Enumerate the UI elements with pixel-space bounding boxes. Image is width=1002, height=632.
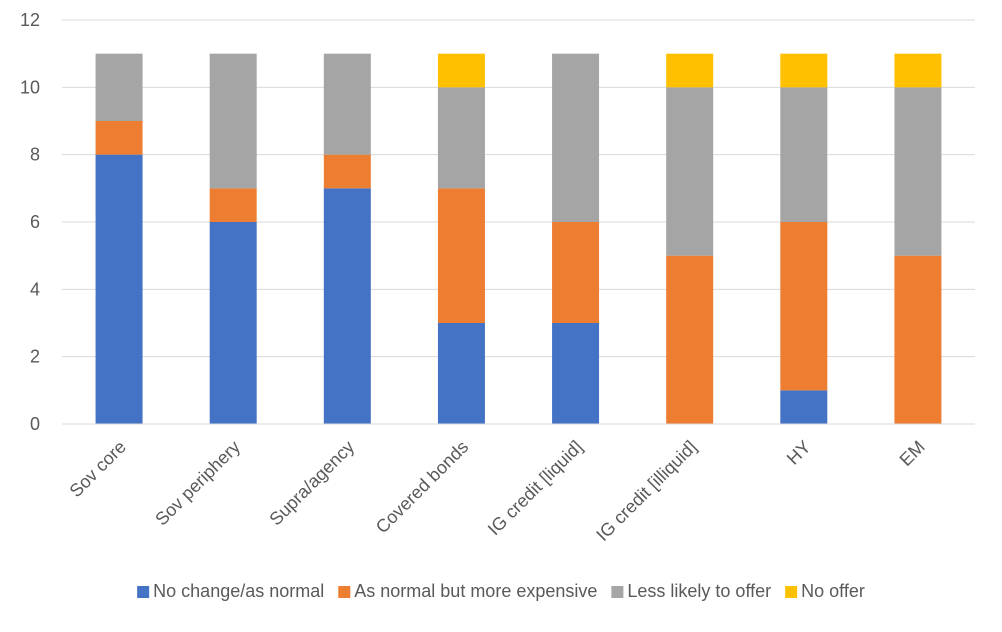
- bar-segment: [437, 323, 485, 424]
- y-tick-label: 4: [30, 279, 40, 299]
- y-tick-label: 6: [30, 212, 40, 232]
- legend-swatch: [785, 586, 798, 598]
- x-category-label: HY: [783, 437, 815, 469]
- bar-segment: [95, 53, 143, 121]
- legend-item: Less likely to offer: [611, 581, 771, 601]
- bar-segment: [552, 323, 600, 424]
- bar-segment: [666, 53, 714, 88]
- y-tick-label: 0: [30, 414, 40, 434]
- x-category-label: Sov core: [66, 437, 130, 501]
- x-category-label: Supra/agency: [265, 437, 358, 530]
- bar-segment: [209, 188, 257, 222]
- legend-item: No change/as normal: [137, 581, 324, 601]
- bars: [95, 53, 942, 424]
- y-tick-label: 8: [30, 145, 40, 165]
- legend: No change/as normal As normal but more ex…: [137, 581, 865, 601]
- bar-segment: [437, 53, 485, 88]
- x-category-label: IG credit [illiquid]: [592, 437, 700, 545]
- bar-segment: [780, 53, 828, 88]
- legend-swatch: [338, 586, 351, 598]
- bar-segment: [323, 188, 371, 424]
- gridlines: [62, 19, 975, 358]
- legend-item: As normal but more expensive: [338, 581, 597, 601]
- bar-segment: [894, 87, 942, 256]
- y-tick-label: 2: [30, 347, 40, 367]
- bar-segment: [552, 53, 600, 222]
- bar-segment: [209, 222, 257, 424]
- bar-segment: [437, 188, 485, 323]
- bar-segment: [95, 121, 143, 155]
- legend-label: Less likely to offer: [627, 581, 771, 601]
- y-axis-tick-labels: 0 2 4 6 8 10 12: [20, 10, 40, 434]
- bar-segment: [552, 222, 600, 323]
- bar-segment: [323, 53, 371, 155]
- legend-label: No change/as normal: [153, 581, 324, 601]
- bar-segment: [209, 53, 257, 189]
- x-axis-category-labels: Sov core Sov periphery Supra/agency Covered…: [66, 437, 929, 545]
- x-category-label: Sov periphery: [151, 437, 244, 530]
- y-tick-label: 12: [20, 10, 40, 30]
- bar-segment: [95, 154, 143, 424]
- legend-item: No offer: [785, 581, 865, 601]
- legend-label: As normal but more expensive: [354, 581, 597, 601]
- bar-segment: [323, 154, 371, 189]
- bar-segment: [894, 255, 942, 424]
- legend-swatch: [611, 586, 624, 598]
- x-category-label: Covered bonds: [372, 437, 472, 537]
- bar-segment: [666, 87, 714, 256]
- legend-swatch: [137, 586, 150, 598]
- bar-segment: [437, 87, 485, 189]
- legend-label: No offer: [801, 581, 865, 601]
- bar-segment: [780, 87, 828, 222]
- bar-segment: [780, 390, 828, 424]
- bar-segment: [780, 222, 828, 391]
- y-tick-label: 10: [20, 77, 40, 97]
- x-category-label: IG credit [liquid]: [484, 437, 587, 540]
- bar-segment: [666, 255, 714, 424]
- bar-segment: [894, 53, 942, 88]
- x-category-label: EM: [896, 437, 929, 470]
